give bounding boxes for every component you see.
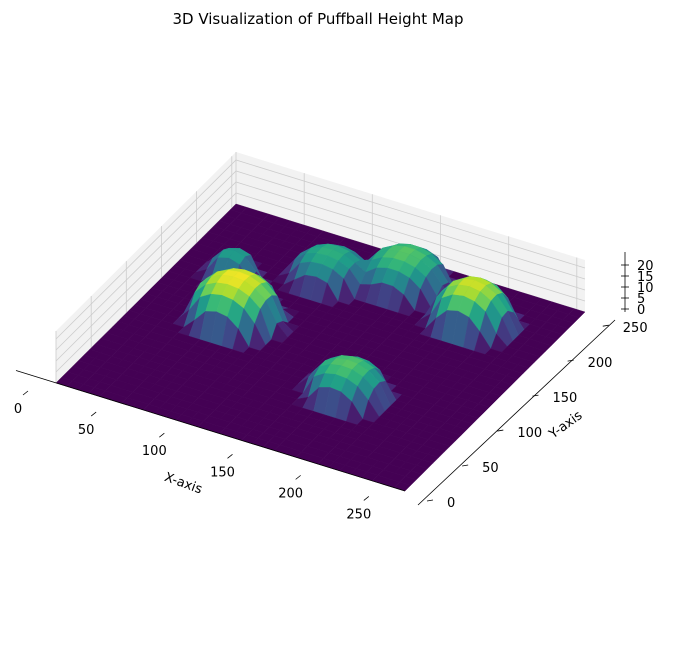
z-tick-label: 20 — [637, 259, 654, 274]
chart-title: 3D Visualization of Puffball Height Map — [172, 10, 463, 28]
y-axis-label: Y-axis — [546, 408, 586, 443]
x-tick-label: 250 — [346, 507, 371, 522]
surface-plot — [55, 203, 586, 492]
z-tick-label: 10 — [637, 281, 654, 296]
z-tick-label: 15 — [637, 270, 654, 285]
x-tick-mark — [159, 432, 165, 438]
z-tick-label: 5 — [637, 292, 645, 307]
y-tick-label: 200 — [588, 356, 613, 371]
x-tick-mark — [22, 390, 29, 396]
z-tick-label: 0 — [637, 303, 645, 318]
x-tick-label: 0 — [14, 402, 22, 417]
y-tick-label: 50 — [482, 461, 499, 476]
x-tick-mark — [295, 475, 301, 480]
left-wall-pane — [56, 152, 236, 383]
y-tick-mark — [497, 429, 504, 432]
z-gridline — [55, 192, 586, 373]
x-tick-label: 200 — [278, 486, 303, 501]
z-gridline — [55, 159, 586, 340]
x-tick-mark — [363, 496, 370, 501]
y-tick-label: 250 — [623, 321, 648, 336]
y-tick-mark — [532, 394, 539, 397]
y-tick-mark — [602, 324, 609, 327]
y-axis-line — [417, 319, 616, 506]
axis-lines — [15, 252, 626, 506]
x-tick-label: 100 — [142, 444, 167, 459]
x-tick-mark — [90, 411, 97, 417]
y-tick-mark — [462, 464, 469, 467]
y-tick-mark — [567, 359, 574, 362]
x-tick-mark — [227, 453, 233, 459]
y-tick-label: 150 — [552, 391, 577, 406]
z-gridline — [55, 181, 586, 362]
y-tick-label: 0 — [447, 496, 455, 511]
back-wall-pane — [236, 152, 585, 312]
y-tick-mark — [426, 499, 434, 502]
x-axis-line — [15, 370, 406, 492]
x-axis-label: X-axis — [162, 470, 204, 498]
z-gridline — [55, 170, 586, 351]
y-tick-label: 100 — [517, 426, 542, 441]
x-tick-label: 50 — [78, 423, 95, 438]
x-tick-label: 150 — [210, 465, 235, 480]
